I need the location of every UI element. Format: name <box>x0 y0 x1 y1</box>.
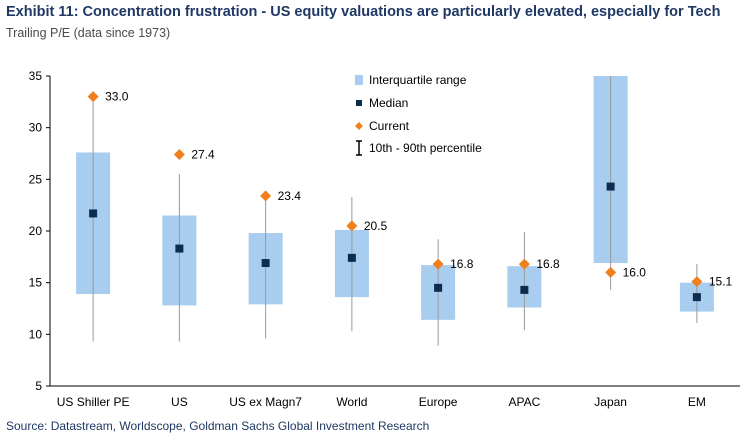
median-marker <box>520 285 529 294</box>
category-group: 27.4 US <box>162 148 215 409</box>
current-marker <box>87 91 99 103</box>
current-marker <box>691 276 703 288</box>
legend-label-iqr: Interquartile range <box>369 73 467 87</box>
category-group: 23.4 US ex Magn7 <box>229 189 302 409</box>
current-value-label: 27.4 <box>191 148 215 162</box>
median-marker <box>89 209 98 218</box>
x-category-label: APAC <box>508 395 540 409</box>
current-marker <box>432 258 444 270</box>
legend-label-range: 10th - 90th percentile <box>369 141 482 155</box>
category-group: 16.8 APAC <box>507 232 560 409</box>
current-marker <box>346 220 358 232</box>
median-marker <box>175 244 184 253</box>
current-marker <box>173 149 185 161</box>
current-value-label: 20.5 <box>364 219 388 233</box>
y-tick-label: 10 <box>29 327 43 341</box>
x-category-label: EM <box>688 395 706 409</box>
current-marker <box>518 258 530 270</box>
y-tick-label: 25 <box>29 172 43 186</box>
legend-iqr-swatch <box>355 75 363 85</box>
y-tick-label: 35 <box>29 69 43 83</box>
legend-label-current: Current <box>369 119 410 133</box>
legend-label-median: Median <box>369 96 408 110</box>
chart-title: Exhibit 11: Concentration frustration - … <box>6 4 721 20</box>
median-marker <box>434 283 443 292</box>
y-tick-label: 15 <box>29 276 43 290</box>
legend-current-swatch <box>355 122 363 130</box>
legend: Interquartile range Median Current 10th - 9… <box>355 73 482 156</box>
current-value-label: 16.8 <box>536 257 560 271</box>
y-tick-label: 30 <box>29 121 43 135</box>
category-group: 16.0 Japan <box>593 76 647 409</box>
source-note: Source: Datastream, Worldscope, Goldman … <box>6 419 430 433</box>
median-marker <box>692 293 701 302</box>
category-group: 33.0 US Shiller PE <box>57 90 130 409</box>
x-category-label: World <box>336 395 367 409</box>
current-marker <box>605 266 617 278</box>
x-category-label: Europe <box>419 395 458 409</box>
current-value-label: 15.1 <box>709 275 733 289</box>
x-category-label: US <box>171 395 188 409</box>
y-tick-label: 20 <box>29 224 43 238</box>
legend-range-swatch <box>356 140 362 156</box>
current-value-label: 23.4 <box>278 189 302 203</box>
x-category-label: Japan <box>594 395 627 409</box>
median-marker <box>261 259 270 268</box>
x-category-label: US ex Magn7 <box>229 395 302 409</box>
x-category-label: US Shiller PE <box>57 395 130 409</box>
category-group: 20.5 World <box>334 196 388 409</box>
category-group: 16.8 Europe <box>419 239 474 409</box>
legend-median-swatch <box>356 100 362 106</box>
current-marker <box>260 190 272 202</box>
median-marker <box>606 182 615 191</box>
current-value-label: 16.0 <box>623 265 647 279</box>
current-value-label: 33.0 <box>105 90 129 104</box>
category-group: 15.1 EM <box>679 264 733 409</box>
median-marker <box>347 253 356 262</box>
chart-subtitle: Trailing P/E (data since 1973) <box>6 26 171 40</box>
current-value-label: 16.8 <box>450 257 474 271</box>
y-tick-label: 5 <box>35 379 42 393</box>
